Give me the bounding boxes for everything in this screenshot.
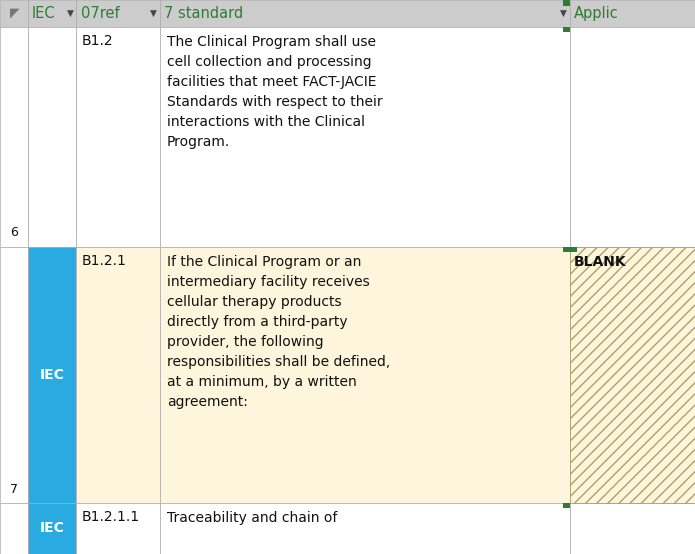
Bar [570, 247, 695, 503]
Bar [160, 503, 570, 554]
Bar [0, 503, 28, 554]
Bar [0, 247, 28, 503]
Text: B1.2: B1.2 [81, 34, 113, 48]
Text: BLANK: BLANK [574, 255, 627, 269]
Bar [563, 0, 570, 6]
Bar [76, 247, 160, 503]
Bar [563, 503, 570, 509]
Text: If the Clinical Program or an
intermediary facility receives
cellular therapy pr: If the Clinical Program or an intermedia… [167, 255, 390, 409]
Bar [160, 0, 570, 27]
Bar [570, 0, 695, 27]
Bar [28, 503, 76, 554]
Bar [76, 27, 160, 247]
Text: 7: 7 [10, 483, 18, 496]
Bar [563, 247, 570, 252]
Bar [28, 0, 76, 27]
Text: ▼: ▼ [67, 9, 74, 18]
Text: 6: 6 [10, 227, 18, 239]
Text: ▼: ▼ [560, 9, 567, 18]
Text: B1.2.1.1: B1.2.1.1 [81, 510, 140, 524]
Text: B1.2.1: B1.2.1 [81, 254, 126, 268]
Bar [160, 247, 570, 503]
Bar [28, 247, 76, 503]
Bar [0, 27, 28, 247]
Text: IEC: IEC [40, 521, 65, 535]
Text: Applic: Applic [574, 6, 619, 21]
Text: The Clinical Program shall use
cell collection and processing
facilities that me: The Clinical Program shall use cell coll… [167, 35, 382, 149]
Bar [76, 503, 160, 554]
Bar [160, 27, 570, 247]
Bar [563, 27, 570, 32]
Text: ◤: ◤ [10, 6, 19, 19]
Text: 07ref: 07ref [81, 6, 120, 21]
Bar [570, 247, 577, 252]
Text: IEC: IEC [32, 6, 56, 21]
Bar [0, 0, 28, 27]
Text: 7 standard: 7 standard [164, 6, 243, 21]
Text: Traceability and chain of: Traceability and chain of [167, 511, 337, 525]
Text: IEC: IEC [40, 368, 65, 382]
Bar [76, 0, 160, 27]
Text: ▼: ▼ [150, 9, 157, 18]
Bar [570, 503, 695, 554]
Bar [570, 247, 695, 503]
Bar [570, 27, 695, 247]
Bar [28, 27, 76, 247]
